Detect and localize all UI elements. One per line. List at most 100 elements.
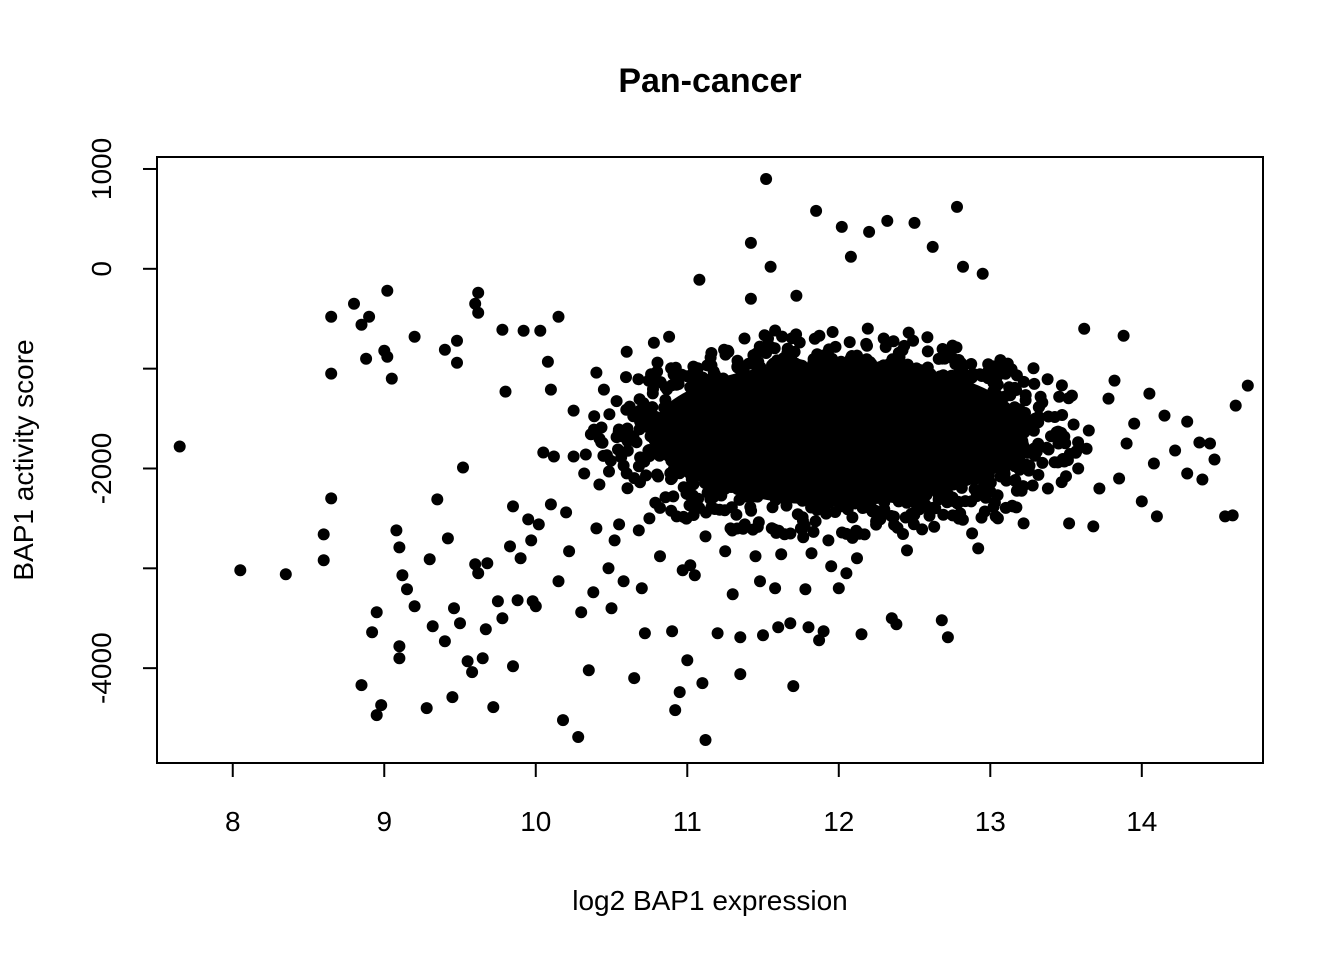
data-point xyxy=(466,666,479,679)
data-point xyxy=(514,552,527,565)
data-point xyxy=(579,448,592,461)
data-point xyxy=(829,506,842,518)
data-point xyxy=(438,343,451,356)
data-point xyxy=(620,371,632,384)
data-point xyxy=(593,432,606,445)
data-point xyxy=(640,469,652,482)
data-point xyxy=(762,332,774,345)
y-tick-label: -2000 xyxy=(86,433,117,505)
data-point xyxy=(705,347,718,359)
data-point xyxy=(908,216,921,229)
data-point xyxy=(476,652,489,665)
data-point xyxy=(633,393,646,406)
data-point xyxy=(173,440,186,453)
data-point xyxy=(630,436,643,449)
y-axis: -4000 -2000 0 1000 xyxy=(86,138,158,704)
data-point xyxy=(582,664,595,677)
data-point xyxy=(817,349,830,362)
data-point xyxy=(769,582,782,595)
data-point xyxy=(448,602,460,615)
data-point xyxy=(832,582,845,595)
data-point xyxy=(1087,520,1100,533)
data-point xyxy=(879,341,892,353)
data-point xyxy=(1027,362,1040,375)
data-point xyxy=(1042,410,1055,423)
data-point xyxy=(860,337,873,350)
data-point xyxy=(647,336,660,349)
data-point xyxy=(1028,377,1041,390)
data-point xyxy=(491,595,504,608)
data-point xyxy=(944,344,957,357)
data-point xyxy=(1072,462,1085,475)
data-point xyxy=(844,250,857,263)
data-point xyxy=(621,482,634,495)
data-point xyxy=(557,714,569,727)
data-point xyxy=(541,355,554,368)
data-point xyxy=(595,421,608,434)
data-point xyxy=(991,512,1004,525)
data-point xyxy=(441,532,454,545)
data-point xyxy=(696,677,709,690)
data-point xyxy=(575,606,588,619)
data-point xyxy=(726,524,739,537)
data-point xyxy=(693,273,706,286)
data-point xyxy=(646,387,659,400)
data-point xyxy=(635,582,648,595)
data-point xyxy=(673,686,686,699)
data-point xyxy=(951,200,963,213)
data-point xyxy=(680,487,693,500)
data-point xyxy=(799,583,812,596)
data-point xyxy=(578,467,591,480)
data-point xyxy=(817,625,830,638)
y-axis-label: BAP1 activity score xyxy=(8,339,39,580)
data-point xyxy=(613,518,626,531)
data-point xyxy=(511,594,524,607)
data-point xyxy=(1181,415,1194,428)
data-point xyxy=(325,492,338,505)
data-point xyxy=(768,342,781,355)
data-point xyxy=(628,672,641,685)
data-point xyxy=(1196,473,1209,486)
data-point xyxy=(587,586,600,599)
data-point xyxy=(393,541,406,554)
data-point xyxy=(863,225,876,238)
data-point xyxy=(687,360,700,373)
data-point xyxy=(855,628,868,641)
data-point xyxy=(600,449,613,462)
data-point xyxy=(744,292,757,305)
data-point xyxy=(976,267,989,280)
data-point xyxy=(985,361,998,374)
data-point xyxy=(840,567,853,580)
data-point xyxy=(924,504,937,517)
data-point xyxy=(752,516,765,529)
data-point xyxy=(560,506,573,519)
data-point xyxy=(1080,442,1093,455)
data-point xyxy=(588,410,601,423)
data-point xyxy=(529,600,542,613)
x-tick-label: 13 xyxy=(975,806,1006,837)
data-point xyxy=(775,548,788,561)
data-point xyxy=(522,513,535,526)
data-point xyxy=(643,450,656,462)
data-point xyxy=(843,336,856,349)
data-point xyxy=(1193,436,1206,449)
x-tick-label: 9 xyxy=(376,806,392,837)
data-point xyxy=(802,621,815,634)
data-point xyxy=(360,352,373,365)
data-point xyxy=(957,260,969,273)
data-point xyxy=(972,542,985,555)
data-point xyxy=(1181,467,1194,480)
data-point xyxy=(431,493,444,506)
data-point xyxy=(1067,418,1080,431)
data-point xyxy=(366,626,379,639)
data-point xyxy=(1204,437,1216,450)
data-point xyxy=(472,567,485,580)
data-point xyxy=(861,322,874,335)
data-point xyxy=(1065,389,1078,402)
data-point xyxy=(776,330,789,343)
data-point xyxy=(547,450,560,463)
data-point xyxy=(401,583,413,596)
data-point xyxy=(355,318,368,331)
data-point xyxy=(603,465,615,478)
